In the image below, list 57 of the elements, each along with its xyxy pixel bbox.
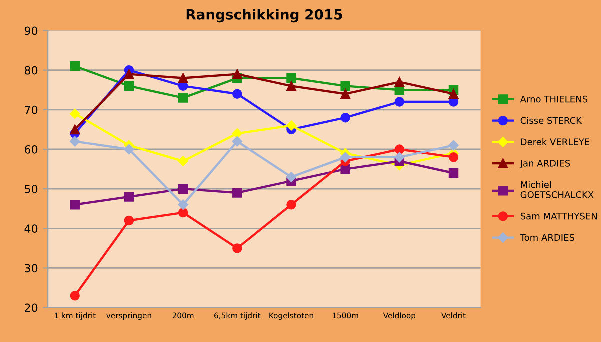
point [286,73,296,84]
point [394,97,405,107]
point [70,136,80,147]
point [340,152,351,163]
point [448,152,459,162]
point [286,81,296,92]
point [70,291,80,301]
point [232,128,243,139]
point [448,89,459,99]
point [232,244,242,254]
point [394,152,405,163]
y-tick-label: 40 [24,224,38,234]
point [286,120,297,131]
chart-title: Rangschikking 2015 [186,9,342,23]
point [124,69,134,80]
point [394,144,405,154]
point [394,77,405,88]
y-tick-label: 20 [25,304,38,312]
point [124,192,134,202]
y-tick-label: 70 [25,106,38,114]
point [178,184,188,194]
point [286,172,297,182]
y-tick-label: 80 [24,66,38,75]
y-tick-label: 30 [25,264,38,273]
point [70,200,80,210]
legend-label: Cisse STERCK [520,117,582,124]
legend-label: Sam MATTHYSEN [520,212,598,220]
legend-label: Derek VERLEYE [521,138,590,146]
point [448,140,459,151]
point [70,62,80,72]
point [448,168,459,178]
point [178,73,188,84]
point [124,216,134,226]
legend-label: Jan ARDIES [520,160,570,169]
point [232,136,243,147]
point [124,144,134,155]
y-tick-label: 50 [25,185,38,194]
point [178,208,188,218]
point [178,156,188,166]
y-tick-label: 90 [24,26,38,36]
point [232,89,242,99]
legend-label: Arno THIELENS [520,96,588,103]
legend-label: Michiel GOETSCHALCKX [520,181,594,198]
point [340,164,350,174]
point [340,112,350,123]
legend-label: Tom ARDIES [520,234,574,242]
point [178,200,188,210]
point [124,81,134,92]
point [178,93,188,103]
point [232,69,242,80]
y-tick-label: 60 [24,145,38,154]
point [70,124,80,135]
point [286,200,296,210]
point [70,108,80,119]
point [340,89,350,99]
point [340,81,350,92]
point [232,188,242,198]
